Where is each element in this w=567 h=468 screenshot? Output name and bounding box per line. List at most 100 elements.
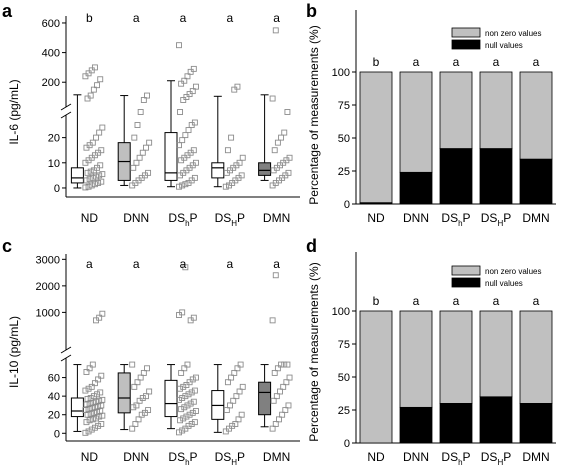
x-tick-label-main: DS bbox=[215, 450, 232, 464]
x-tick-label: DShP bbox=[168, 211, 197, 228]
data-point bbox=[224, 379, 231, 386]
data-point bbox=[270, 397, 277, 404]
bar-segment bbox=[519, 310, 553, 404]
data-point bbox=[269, 317, 276, 324]
data-point bbox=[279, 411, 286, 418]
data-point bbox=[234, 83, 241, 90]
data-point bbox=[94, 82, 100, 89]
data-point bbox=[233, 393, 240, 400]
data-point bbox=[229, 422, 236, 429]
x-tick-label-main: DMN bbox=[522, 211, 549, 225]
data-point bbox=[189, 409, 196, 416]
x-tick-label-main: ND bbox=[81, 450, 99, 464]
data-point bbox=[82, 73, 89, 80]
x-tick-label-tail: P bbox=[237, 450, 245, 464]
box bbox=[258, 381, 272, 416]
data-point bbox=[176, 429, 182, 436]
data-point bbox=[238, 172, 245, 179]
significance-letter: b bbox=[373, 294, 380, 308]
data-point bbox=[96, 172, 103, 179]
data-point bbox=[277, 388, 283, 395]
x-tick-label-main: ND bbox=[81, 211, 99, 225]
x-tick-label: DMN bbox=[522, 450, 549, 464]
data-point bbox=[131, 383, 138, 390]
box bbox=[164, 132, 178, 181]
x-tick-label-sub: h bbox=[185, 219, 189, 228]
data-point bbox=[239, 154, 246, 161]
x-tick-label-sub: h bbox=[458, 458, 462, 467]
data-point bbox=[190, 314, 197, 321]
data-point bbox=[179, 427, 186, 434]
data-point bbox=[90, 393, 97, 400]
y-axis-label: IL-10 (pg/mL) bbox=[7, 316, 21, 388]
data-point bbox=[190, 65, 197, 72]
box bbox=[70, 397, 84, 418]
data-point bbox=[273, 393, 280, 400]
data-point bbox=[274, 365, 281, 372]
data-point bbox=[176, 183, 182, 190]
data-point bbox=[132, 421, 139, 427]
data-point bbox=[96, 397, 103, 404]
data-point bbox=[144, 365, 150, 372]
x-tick-label-main: DNN bbox=[403, 450, 429, 464]
data-point bbox=[271, 369, 278, 376]
box bbox=[258, 162, 272, 176]
data-point bbox=[235, 416, 242, 423]
bar-segment bbox=[519, 402, 553, 444]
data-point bbox=[283, 379, 290, 386]
data-point bbox=[88, 67, 95, 74]
data-point bbox=[187, 68, 194, 75]
data-point bbox=[188, 389, 195, 396]
data-point bbox=[190, 398, 197, 405]
data-point bbox=[94, 391, 100, 398]
data-point bbox=[176, 396, 182, 403]
x-tick-label-tail: P bbox=[463, 211, 471, 225]
data-point bbox=[284, 109, 291, 115]
data-point bbox=[145, 407, 152, 414]
data-point bbox=[272, 272, 279, 279]
data-point bbox=[137, 109, 144, 115]
data-point bbox=[181, 77, 188, 84]
x-tick-label: DMN bbox=[522, 211, 549, 225]
legend-label: non zero values bbox=[485, 29, 541, 38]
data-point bbox=[286, 374, 293, 381]
legend-swatch bbox=[451, 277, 481, 288]
y-tick-label: 0 bbox=[344, 438, 350, 450]
data-point bbox=[98, 372, 105, 379]
data-point bbox=[182, 181, 189, 188]
legend-swatch bbox=[451, 27, 481, 38]
bar-segment bbox=[439, 71, 473, 149]
data-point bbox=[186, 411, 193, 418]
axis-break-mark bbox=[60, 354, 72, 362]
data-point bbox=[184, 402, 191, 409]
data-point bbox=[234, 365, 241, 372]
data-point bbox=[98, 421, 105, 427]
significance-letter: a bbox=[226, 257, 233, 271]
data-point bbox=[83, 401, 90, 408]
significance-letter: b bbox=[373, 55, 380, 69]
y-axis-label: Percentage of measurements (%) bbox=[307, 262, 321, 441]
data-point bbox=[82, 429, 89, 436]
data-point bbox=[280, 383, 287, 390]
y-tick-label: 200 bbox=[42, 77, 60, 89]
data-point bbox=[185, 422, 192, 429]
data-point bbox=[133, 159, 140, 166]
legend-swatch bbox=[451, 265, 481, 276]
data-point bbox=[89, 174, 96, 181]
data-point bbox=[95, 179, 102, 186]
significance-letter: a bbox=[493, 55, 500, 69]
data-point bbox=[182, 264, 189, 271]
significance-letter: a bbox=[453, 55, 460, 69]
data-point bbox=[85, 183, 92, 190]
x-tick-label-main: DMN bbox=[263, 211, 290, 225]
data-point bbox=[286, 154, 293, 161]
significance-letter: a bbox=[180, 257, 187, 271]
data-point bbox=[191, 387, 198, 394]
data-point bbox=[129, 425, 136, 432]
significance-letter: a bbox=[413, 55, 420, 69]
data-point bbox=[189, 88, 196, 95]
x-tick-label: DShP bbox=[168, 450, 197, 467]
x-tick-label: DSHP bbox=[481, 450, 511, 467]
x-tick-label-sub: H bbox=[231, 458, 237, 467]
